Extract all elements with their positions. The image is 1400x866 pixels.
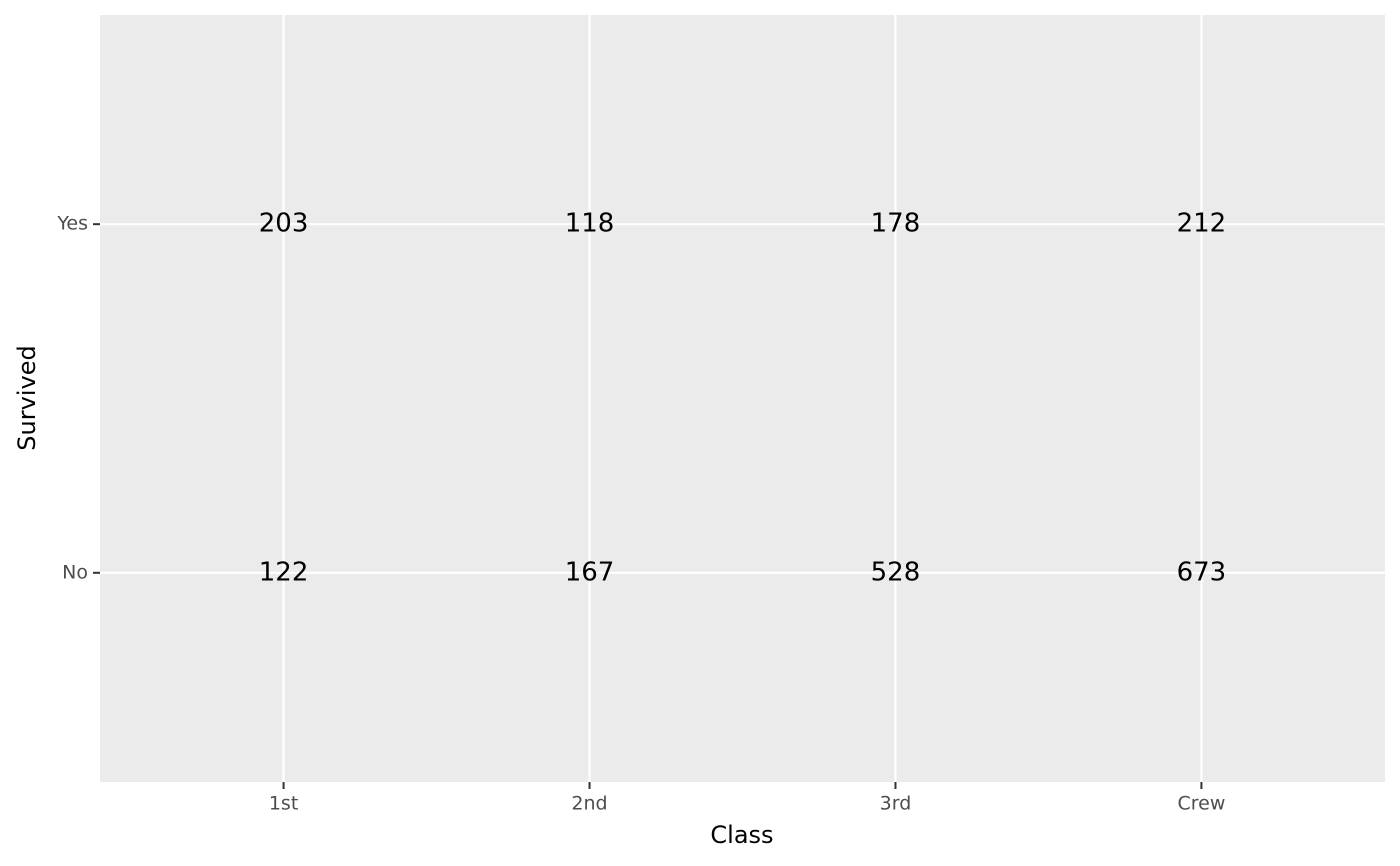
count-label: 673 — [1177, 557, 1227, 587]
x-tick-label: 1st — [269, 793, 298, 815]
x-tick-label: 3rd — [880, 793, 912, 815]
count-label: 212 — [1177, 209, 1227, 239]
x-tick-label: Crew — [1177, 793, 1225, 815]
x-tick-label: 2nd — [571, 793, 607, 815]
count-label: 122 — [259, 557, 309, 587]
count-label: 203 — [259, 209, 309, 239]
plot-panel — [100, 15, 1385, 782]
y-tick-label: No — [62, 561, 88, 583]
count-label: 118 — [565, 209, 615, 239]
x-axis-title: Class — [710, 821, 773, 849]
y-tick-label: Yes — [56, 213, 88, 235]
count-label: 528 — [871, 557, 921, 587]
y-axis-title: Survived — [13, 345, 41, 450]
count-label: 178 — [871, 209, 921, 239]
count-label: 167 — [565, 557, 615, 587]
